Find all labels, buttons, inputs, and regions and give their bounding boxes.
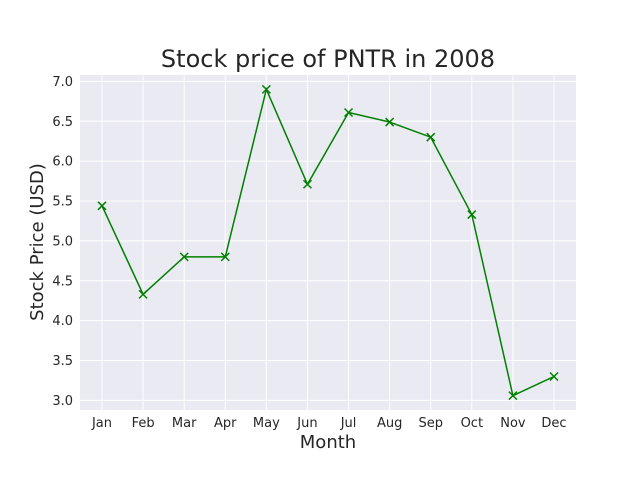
data-point-marker xyxy=(508,391,518,401)
series-markers xyxy=(97,84,559,401)
x-tick-label: Oct xyxy=(461,416,483,431)
y-axis-label: Stock Price (USD) xyxy=(27,163,48,321)
y-tick-label: 6.0 xyxy=(52,155,73,170)
data-point-marker xyxy=(97,201,107,211)
data-point-marker xyxy=(426,132,436,142)
plot-area xyxy=(80,75,576,410)
series-line xyxy=(101,87,555,397)
y-tick-label: 3.0 xyxy=(52,394,73,409)
x-tick-label: Feb xyxy=(132,416,155,431)
data-point-marker xyxy=(385,117,395,127)
data-point-marker xyxy=(467,210,477,220)
data-point-marker xyxy=(549,371,559,382)
x-tick-label: Sep xyxy=(418,416,443,431)
x-axis-label: Month xyxy=(300,432,356,453)
tick-labels: Jan Feb Mar Apr May Jun Jul Aug Sep Oct Nov Dec 3.0 3… xyxy=(52,75,566,431)
y-tick-label: 6.5 xyxy=(52,115,73,130)
chart-title: Stock price of PNTR in 2008 xyxy=(161,45,495,73)
data-point-marker xyxy=(261,84,271,94)
data-point-marker xyxy=(220,252,230,262)
x-tick-label: May xyxy=(253,416,280,431)
y-tick-label: 4.0 xyxy=(52,314,73,329)
x-tick-label: Mar xyxy=(172,416,197,431)
data-point-marker xyxy=(344,107,354,118)
y-tick-label: 5.0 xyxy=(52,234,73,249)
x-tick-label: Aug xyxy=(377,416,402,431)
x-tick-label: Dec xyxy=(541,416,566,431)
x-tick-label: Apr xyxy=(214,416,237,431)
data-point-marker xyxy=(302,179,312,189)
y-tick-label: 7.0 xyxy=(52,75,73,90)
y-tick-label: 3.5 xyxy=(52,354,73,369)
x-tick-label: Nov xyxy=(500,416,526,431)
y-tick-label: 5.5 xyxy=(52,195,73,210)
x-tick-label: Jul xyxy=(340,416,357,431)
y-tick-label: 4.5 xyxy=(52,274,73,289)
data-point-marker xyxy=(179,252,189,262)
data-point-marker xyxy=(138,289,148,299)
grid-lines xyxy=(80,75,576,410)
x-tick-label: Jun xyxy=(296,416,317,431)
x-tick-label: Jan xyxy=(91,416,112,431)
